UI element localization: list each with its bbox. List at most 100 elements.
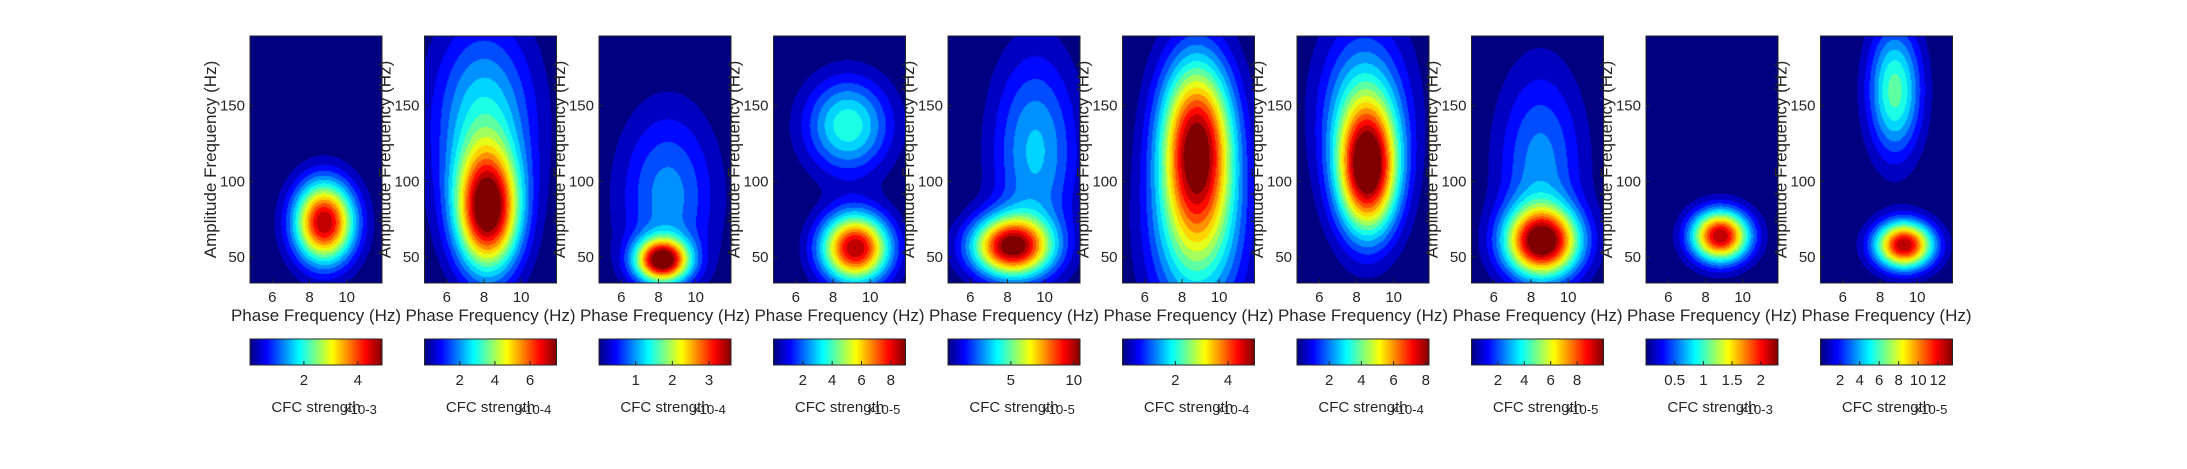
plot-frame [1296,35,1430,284]
y-tick-label: 150 [918,98,943,115]
colorbar-exponent: ×10-3 [1739,402,1773,417]
colorbar: 2 4 6 8 10 12 CFC strength×10-5 [1820,338,1953,417]
y-tick-label: 150 [1790,98,1815,115]
colorbar-tick-label: 2 [799,372,807,389]
colorbar-tick-label: 2 [1171,372,1179,389]
x-tick-label: 10 [1036,289,1053,306]
colorbar-label: CFC strength [1842,399,1931,416]
colorbar-tick-label: 10 [1910,372,1927,389]
plot-frame [773,35,906,284]
x-axis-label: Phase Frequency (Hz) [405,306,575,325]
colorbar-frame [1820,338,1953,366]
y-axis-label: Amplitude Frequency (Hz) [376,61,395,258]
panel-8: 6 8 10 50 100 150 Phase Frequency (Hz) Amplitud… [1423,35,1623,417]
colorbar-tick-label: 1 [1699,372,1707,389]
colorbar-gradient [1471,339,1604,365]
heatmap-image [1297,36,1429,283]
x-axis-label: Phase Frequency (Hz) [1278,306,1448,325]
colorbar-frame [1122,338,1255,366]
colorbar-exponent: ×10-4 [692,402,726,417]
y-tick-label: 50 [1799,249,1816,266]
y-tick-label: 150 [1616,98,1641,115]
colorbar-tick-label: 5 [1007,372,1015,389]
y-tick-label: 100 [1267,173,1292,190]
colorbar-tick-label: 2 [1757,372,1765,389]
colorbar-tick-label: 4 [1224,372,1232,389]
colorbar-tick-label: 8 [1573,372,1581,389]
panel-7: 6 8 10 50 100 150 Phase Frequency (Hz) Amplitud… [1248,35,1448,417]
plot-frame [947,35,1081,284]
colorbar-tick-label: 8 [1895,372,1903,389]
colorbar-frame [249,338,383,366]
colorbar-tick-label: 4 [1855,372,1863,389]
y-tick-label: 150 [1267,98,1292,115]
y-axis-label: Amplitude Frequency (Hz) [1248,61,1267,258]
colorbar-label: CFC strength [795,399,884,416]
x-tick-label: 6 [268,289,276,306]
colorbar-label: CFC strength [446,399,535,416]
plot-frame [424,35,557,284]
colorbar-gradient [1297,339,1429,365]
y-tick-label: 150 [743,98,768,115]
colorbar-label: CFC strength [1493,399,1582,416]
x-tick-label: 10 [687,289,704,306]
y-axis-label: Amplitude Frequency (Hz) [899,61,918,258]
y-tick-label: 100 [1092,173,1117,190]
y-axis-label: Amplitude Frequency (Hz) [550,61,569,258]
panel-2: 6 8 10 50 100 150 Phase Frequency (Hz) Amplitud… [376,35,576,417]
y-axis-label: Amplitude Frequency (Hz) [1074,61,1093,258]
colorbar-tick-label: 8 [1422,372,1430,389]
colorbar-gradient [773,339,906,365]
colorbar-gradient [1646,339,1778,365]
x-tick-label: 8 [654,289,662,306]
colorbar-exponent: ×10-4 [1216,402,1250,417]
x-tick-label: 8 [829,289,837,306]
y-tick-label: 150 [220,98,245,115]
colorbar: 5 10 CFC strength×10-5 [947,338,1082,417]
colorbar: 2 4 6 8 CFC strength×10-5 [1471,338,1604,417]
heatmap-image [599,36,731,283]
x-axis-label: Phase Frequency (Hz) [754,306,924,325]
plot-frame [1471,35,1604,284]
colorbar-tick-label: 3 [705,372,713,389]
colorbar-tick-label: 4 [354,372,362,389]
x-tick-label: 10 [1560,289,1577,306]
x-tick-label: 6 [443,289,451,306]
heatmap-image [1122,36,1255,283]
colorbar: 2 4 6 8 CFC strength×10-4 [1296,338,1430,417]
heatmap-image [1471,36,1604,283]
colorbar-gradient [948,339,1080,365]
x-tick-label: 8 [480,289,488,306]
heatmap-image [1646,36,1778,283]
panel-1: 6 8 10 50 100 150 Phase Frequency (Hz) Amplitud… [201,35,401,417]
y-tick-label: 150 [569,98,594,115]
y-tick-label: 100 [1616,173,1641,190]
x-axis-label: Phase Frequency (Hz) [231,306,401,325]
colorbar-label: CFC strength [1667,399,1756,416]
colorbar-tick-label: 8 [887,372,895,389]
colorbar-tick-label: 2 [1325,372,1333,389]
colorbar-tick-label: 2 [1494,372,1502,389]
colorbar-label: CFC strength [271,399,360,416]
y-tick-label: 100 [918,173,943,190]
colorbar-exponent: ×10-5 [1041,402,1075,417]
colorbar-label: CFC strength [1144,399,1233,416]
y-tick-label: 50 [1275,249,1292,266]
x-tick-label: 8 [1701,289,1709,306]
colorbar-tick-label: 4 [828,372,836,389]
y-tick-label: 100 [394,173,419,190]
colorbar-gradient [424,339,557,365]
x-tick-label: 6 [1315,289,1323,306]
x-tick-label: 8 [1178,289,1186,306]
plot-frame [1645,35,1779,284]
colorbar-tick-label: 6 [857,372,865,389]
colorbar-exponent: ×10-4 [1390,402,1424,417]
colorbar-frame [598,338,732,366]
y-tick-label: 50 [752,249,769,266]
colorbar-frame [773,338,906,366]
colorbar-tick-label: 10 [1065,372,1082,389]
y-tick-label: 150 [394,98,419,115]
colorbar-gradient [250,339,382,365]
x-tick-label: 6 [792,289,800,306]
